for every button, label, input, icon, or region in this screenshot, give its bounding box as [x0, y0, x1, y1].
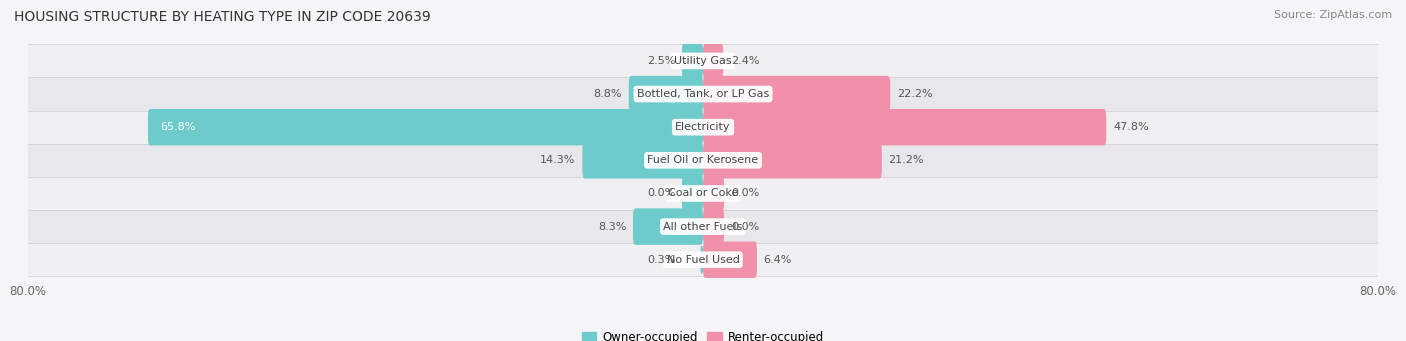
Text: 14.3%: 14.3% [540, 155, 575, 165]
Text: 47.8%: 47.8% [1114, 122, 1149, 132]
Text: Utility Gas: Utility Gas [675, 56, 731, 66]
Bar [28, 144, 1378, 177]
Text: 22.2%: 22.2% [897, 89, 932, 99]
FancyBboxPatch shape [703, 43, 723, 79]
Text: Bottled, Tank, or LP Gas: Bottled, Tank, or LP Gas [637, 89, 769, 99]
Legend: Owner-occupied, Renter-occupied: Owner-occupied, Renter-occupied [578, 327, 828, 341]
Bar [28, 243, 1378, 276]
Text: Source: ZipAtlas.com: Source: ZipAtlas.com [1274, 10, 1392, 20]
FancyBboxPatch shape [703, 208, 724, 245]
Text: Fuel Oil or Kerosene: Fuel Oil or Kerosene [647, 155, 759, 165]
Text: 2.4%: 2.4% [731, 56, 759, 66]
FancyBboxPatch shape [703, 175, 724, 212]
FancyBboxPatch shape [682, 175, 703, 212]
Bar [28, 110, 1378, 144]
Text: 0.0%: 0.0% [731, 222, 759, 232]
Bar [28, 77, 1378, 110]
FancyBboxPatch shape [148, 109, 703, 145]
FancyBboxPatch shape [582, 142, 703, 179]
Bar [28, 210, 1378, 243]
FancyBboxPatch shape [703, 109, 1107, 145]
Text: 21.2%: 21.2% [889, 155, 924, 165]
Text: 8.8%: 8.8% [593, 89, 621, 99]
Text: No Fuel Used: No Fuel Used [666, 255, 740, 265]
Bar [28, 177, 1378, 210]
Text: Coal or Coke: Coal or Coke [668, 189, 738, 198]
Text: 8.3%: 8.3% [598, 222, 626, 232]
Bar [28, 44, 1378, 77]
Text: HOUSING STRUCTURE BY HEATING TYPE IN ZIP CODE 20639: HOUSING STRUCTURE BY HEATING TYPE IN ZIP… [14, 10, 430, 24]
FancyBboxPatch shape [628, 76, 703, 112]
FancyBboxPatch shape [682, 43, 703, 79]
Text: All other Fuels: All other Fuels [664, 222, 742, 232]
FancyBboxPatch shape [633, 208, 703, 245]
FancyBboxPatch shape [703, 241, 756, 278]
Text: 0.3%: 0.3% [647, 255, 675, 265]
Text: 65.8%: 65.8% [160, 122, 195, 132]
FancyBboxPatch shape [703, 142, 882, 179]
Text: Electricity: Electricity [675, 122, 731, 132]
Text: 0.0%: 0.0% [731, 189, 759, 198]
FancyBboxPatch shape [703, 76, 890, 112]
Text: 6.4%: 6.4% [763, 255, 792, 265]
FancyBboxPatch shape [700, 246, 703, 274]
Text: 2.5%: 2.5% [647, 56, 675, 66]
Text: 0.0%: 0.0% [647, 189, 675, 198]
